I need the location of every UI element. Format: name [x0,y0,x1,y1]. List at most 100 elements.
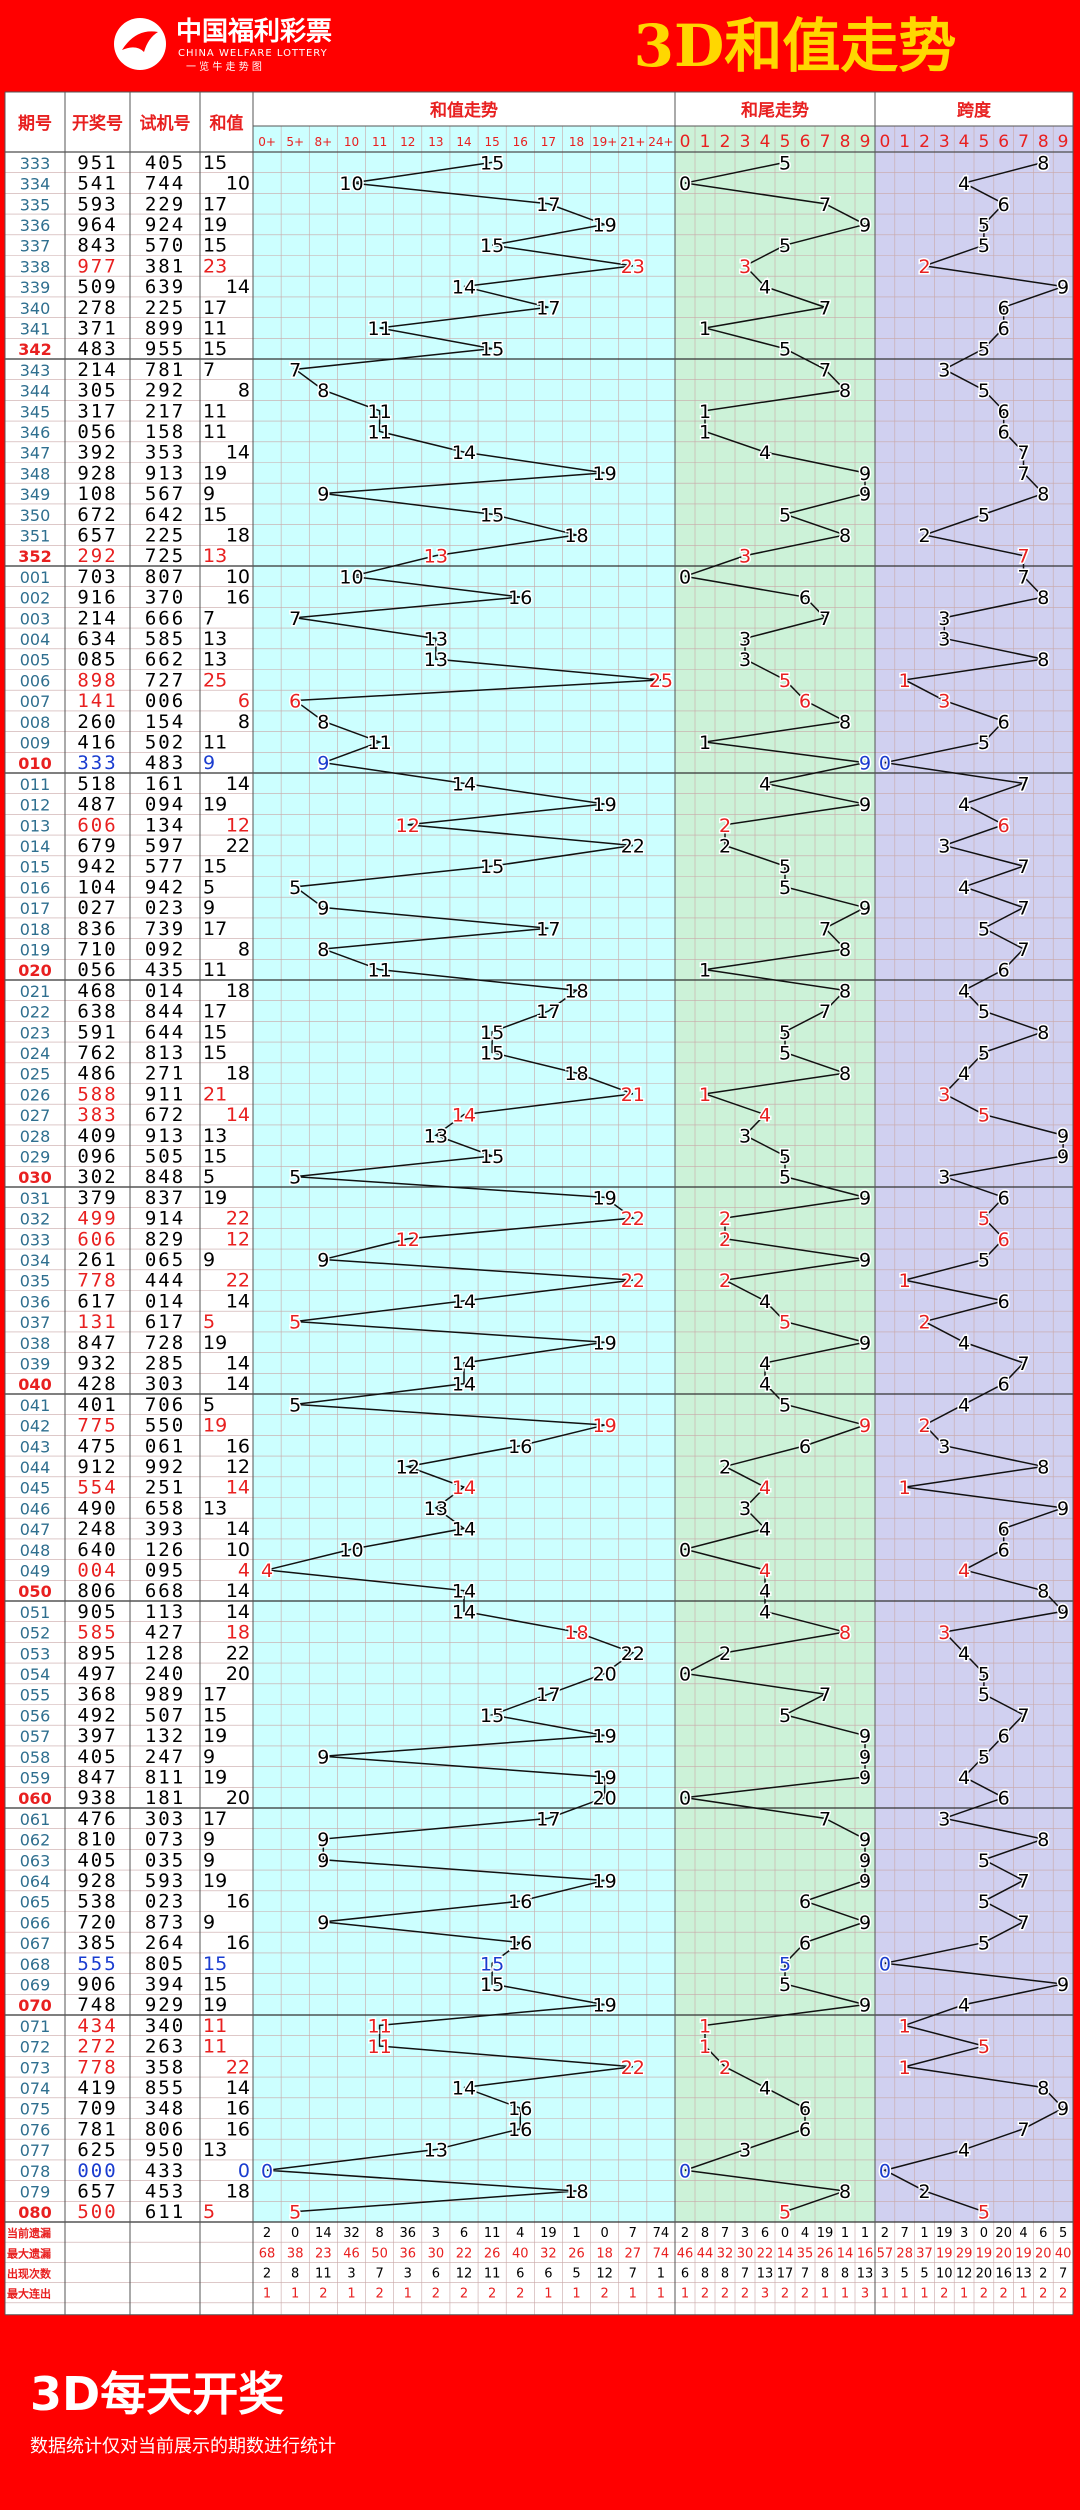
stats-tail-value: 2 [781,2287,789,2302]
draw-number: 806 [77,1580,117,1602]
issue-number: 071 [20,2017,51,2036]
draw-number: 305 [77,380,117,402]
test-number: 727 [145,669,185,691]
test-number: 639 [145,276,185,298]
sum-value: 16 [226,587,250,609]
tail-trend-point: 4 [759,2077,771,2099]
tail-digit-label: 7 [820,132,831,152]
issue-number: 063 [20,1851,51,1870]
draw-number: 487 [77,794,117,816]
tail-trend-point: 0 [679,566,691,588]
footer: 3D每天开奖 数据统计仅对当前展示的期数进行统计 [30,2367,336,2457]
sum-value: 19 [203,1187,227,1209]
sum-value: 14 [226,1601,250,1623]
stats-tail-value: 46 [677,2246,694,2261]
stats-span-value: 10 [936,2267,953,2282]
stats-span-value: 20 [1035,2246,1052,2261]
tail-trend-point: 5 [779,1974,791,1996]
tail-trend-point: 7 [819,608,831,630]
sum-trend-point: 14 [452,1601,476,1623]
tail-trend-point: 5 [779,1022,791,1044]
tail-trend-line [682,161,868,2213]
sum-value: 13 [203,649,227,671]
sum-trend-point: 9 [317,1829,329,1851]
span-digit-label: 3 [939,132,950,152]
tail-trend-point: 0 [679,1663,691,1685]
span-trend-point: 3 [938,1436,950,1458]
span-trend-point: 5 [978,1684,990,1706]
issue-number: 050 [18,1582,51,1601]
issue-number: 040 [18,1375,51,1394]
sum-bin-label: 8+ [314,135,332,149]
stats-tail-value: 1 [861,2226,869,2241]
stats-sum-value: 46 [343,2246,360,2261]
tail-trend-point: 2 [719,835,731,857]
tail-trend-point: 0 [679,1788,691,1810]
stats-span-value: 1 [920,2226,928,2241]
sum-value: 18 [226,980,250,1002]
draw-number: 847 [77,1332,117,1354]
sum-trend-point: 8 [317,711,329,733]
stats-sum-value: 1 [657,2287,665,2302]
sum-value: 11 [203,317,227,339]
draw-number: 585 [77,1622,117,1644]
sum-trend-point: 8 [317,939,329,961]
sum-trend-point: 5 [289,877,301,899]
tail-trend-point: 0 [679,2160,691,2182]
span-trend-point: 1 [899,1477,911,1499]
tail-trend-point: 4 [759,442,771,464]
draw-number: 588 [77,1083,117,1105]
test-number: 271 [145,1063,185,1085]
stats-sum-value: 8 [291,2267,299,2282]
sum-bin-label: 18 [569,135,584,149]
footer-title: 3D每天开奖 [30,2367,284,2421]
stats-sum-value: 19 [540,2226,557,2241]
stats-tail-value: 2 [681,2226,689,2241]
span-trend-point: 5 [978,1001,990,1023]
stats-sum-value: 36 [399,2226,416,2241]
tail-trend-point: 2 [719,1456,731,1478]
issue-number: 346 [20,423,51,442]
issue-number: 339 [20,278,51,297]
sum-trend-point: 14 [452,1477,476,1499]
sum-value: 15 [203,504,227,526]
stats-sum-value: 1 [572,2226,580,2241]
tail-trend-point: 5 [779,1394,791,1416]
sum-trend-point: 10 [339,566,363,588]
draw-number: 555 [77,1953,117,1975]
sum-value: 19 [203,1332,227,1354]
sum-trend-point: 6 [289,691,301,713]
sum-value: 11 [203,2015,227,2037]
span-trend-point: 4 [958,980,970,1002]
sum-trend-point: 19 [593,1187,617,1209]
issue-number: 009 [20,733,51,752]
issue-number: 001 [20,568,51,587]
sum-trend-point: 14 [452,442,476,464]
stats-label: 当前遗漏 [7,2226,51,2240]
span-trend-point: 5 [978,214,990,236]
tail-trend-point: 6 [799,1933,811,1955]
test-number: 303 [145,1373,185,1395]
test-number: 911 [145,1083,185,1105]
draw-number: 401 [77,1394,117,1416]
tail-trend-point: 9 [859,1332,871,1354]
sum-trend-point: 7 [289,359,301,381]
stats-sum-value: 3 [432,2226,440,2241]
draw-number: 593 [77,193,117,215]
stats-sum-value: 1 [404,2287,412,2302]
sum-value: 22 [226,1208,250,1230]
sum-value: 5 [203,1311,215,1333]
span-trend-point: 5 [978,1249,990,1271]
issue-number: 030 [18,1168,51,1187]
span-trend-point: 9 [1057,2098,1069,2120]
sum-value: 6 [238,690,250,712]
test-number: 570 [145,235,185,257]
stats-sum-value: 2 [319,2287,327,2302]
issue-number: 070 [18,1996,51,2015]
span-trend-point: 9 [1057,1146,1069,1168]
issue-number: 060 [18,1789,51,1808]
sum-trend-point: 15 [480,1974,504,1996]
issue-number: 337 [20,237,51,256]
tail-trend-point: 0 [679,1539,691,1561]
